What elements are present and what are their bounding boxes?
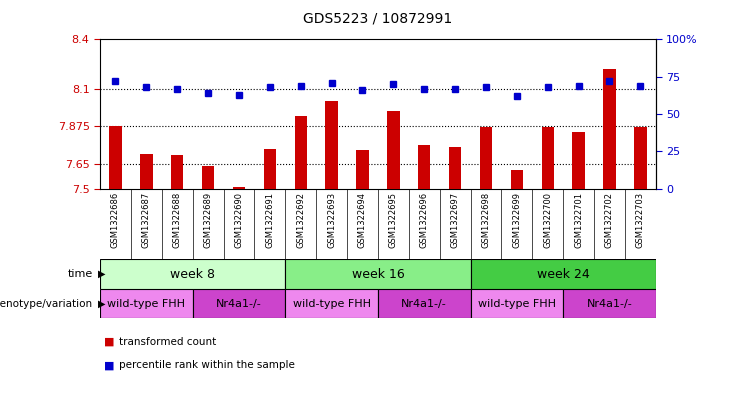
Text: GSM1322695: GSM1322695 — [389, 192, 398, 248]
Bar — [285, 289, 378, 318]
Text: Nr4a1-/-: Nr4a1-/- — [402, 299, 447, 309]
Text: wild-type FHH: wild-type FHH — [107, 299, 185, 309]
Text: GSM1322700: GSM1322700 — [543, 192, 552, 248]
Text: GSM1322693: GSM1322693 — [327, 192, 336, 248]
Bar — [388, 111, 399, 189]
Bar — [100, 259, 285, 289]
Text: time: time — [67, 269, 93, 279]
Bar — [418, 145, 431, 189]
Bar — [100, 289, 193, 318]
Text: percentile rank within the sample: percentile rank within the sample — [119, 360, 294, 371]
Bar — [233, 187, 245, 189]
Bar — [110, 127, 122, 189]
Text: GSM1322691: GSM1322691 — [265, 192, 274, 248]
Text: week 24: week 24 — [536, 268, 590, 281]
Bar — [563, 289, 656, 318]
Bar — [171, 156, 184, 189]
Bar — [572, 132, 585, 189]
Bar — [480, 127, 492, 189]
Bar — [603, 69, 616, 189]
Text: genotype/variation: genotype/variation — [0, 299, 93, 309]
Text: GSM1322690: GSM1322690 — [234, 192, 244, 248]
Bar — [325, 101, 338, 189]
Bar — [140, 154, 153, 189]
Bar — [295, 116, 307, 189]
Text: GSM1322702: GSM1322702 — [605, 192, 614, 248]
Text: wild-type FHH: wild-type FHH — [478, 299, 556, 309]
Bar — [193, 289, 285, 318]
Bar — [542, 127, 554, 189]
Bar — [471, 259, 656, 289]
Bar — [634, 127, 646, 189]
Text: GSM1322686: GSM1322686 — [111, 192, 120, 248]
Text: wild-type FHH: wild-type FHH — [293, 299, 370, 309]
Text: GSM1322697: GSM1322697 — [451, 192, 459, 248]
Bar — [378, 289, 471, 318]
Bar — [511, 169, 523, 189]
Text: GSM1322698: GSM1322698 — [482, 192, 491, 248]
Text: ■: ■ — [104, 337, 114, 347]
Text: Nr4a1-/-: Nr4a1-/- — [216, 299, 262, 309]
Text: GSM1322694: GSM1322694 — [358, 192, 367, 248]
Text: GDS5223 / 10872991: GDS5223 / 10872991 — [303, 12, 453, 26]
Text: GSM1322689: GSM1322689 — [204, 192, 213, 248]
Text: GSM1322703: GSM1322703 — [636, 192, 645, 248]
Bar — [264, 149, 276, 189]
Text: transformed count: transformed count — [119, 337, 216, 347]
Bar — [449, 147, 461, 189]
Text: GSM1322701: GSM1322701 — [574, 192, 583, 248]
Text: GSM1322687: GSM1322687 — [142, 192, 151, 248]
Bar — [471, 289, 563, 318]
Text: GSM1322692: GSM1322692 — [296, 192, 305, 248]
Text: GSM1322699: GSM1322699 — [512, 192, 522, 248]
Text: Nr4a1-/-: Nr4a1-/- — [587, 299, 632, 309]
Bar — [202, 166, 214, 189]
Text: GSM1322696: GSM1322696 — [419, 192, 429, 248]
Bar — [285, 259, 471, 289]
Text: ■: ■ — [104, 360, 114, 371]
Text: week 16: week 16 — [351, 268, 405, 281]
Text: ▶: ▶ — [98, 299, 105, 309]
Bar — [356, 151, 368, 189]
Text: GSM1322688: GSM1322688 — [173, 192, 182, 248]
Text: ▶: ▶ — [98, 269, 105, 279]
Text: week 8: week 8 — [170, 268, 215, 281]
